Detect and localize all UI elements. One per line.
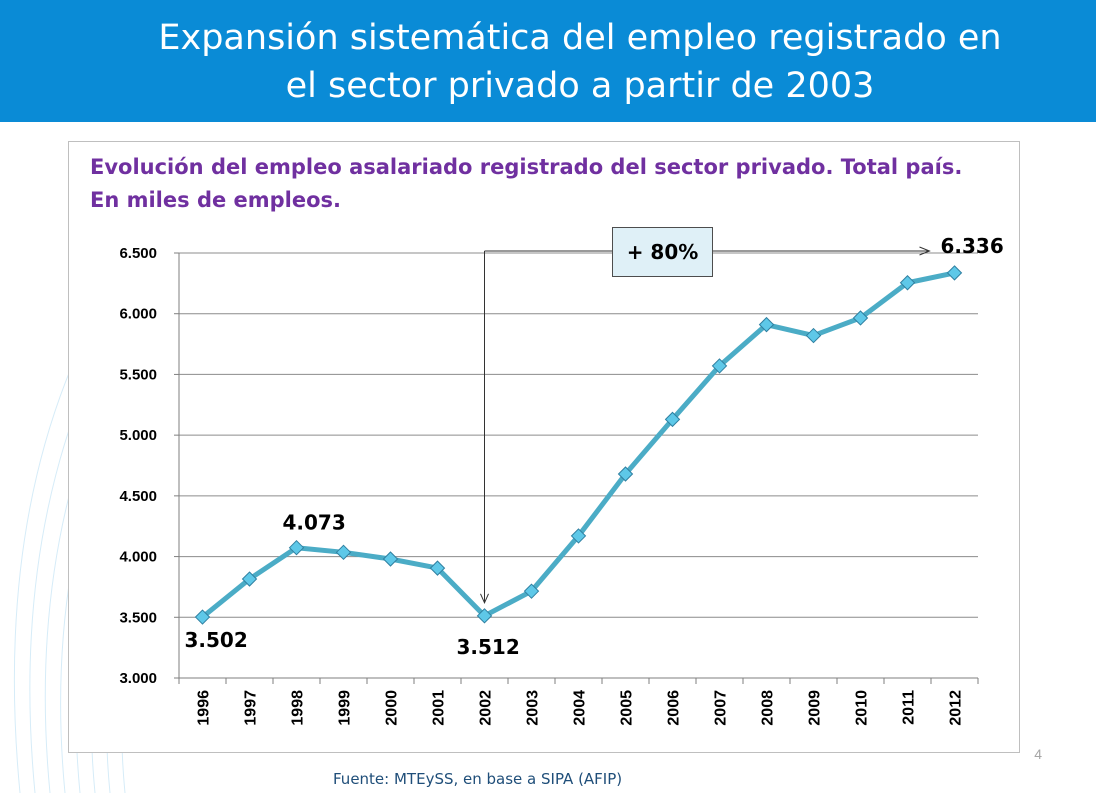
x-tick-label: 2010 [854,690,871,726]
x-tick-label: 2003 [525,690,542,726]
source-note: Fuente: MTEySS, en base a SIPA (AFIP) [333,770,623,788]
data-label: 3.512 [457,635,520,659]
x-tick-label: 1997 [243,690,260,726]
growth-annotation-box: + 80% [612,227,713,277]
data-point-marker [664,411,681,428]
y-tick-label: 4.000 [119,549,157,566]
data-point-marker [382,551,399,567]
x-tick-label: 2001 [431,690,448,726]
page-number: 4 [1034,746,1042,762]
x-tick-label: 2008 [760,690,777,726]
data-point-marker [194,609,211,625]
chart-frame [68,141,1020,753]
y-tick-label: 4.500 [119,488,157,505]
data-point-marker [805,327,822,344]
data-label: 4.073 [283,511,346,535]
data-point-marker [335,544,352,561]
data-point-marker [523,583,540,599]
data-point-marker [617,466,634,482]
title-banner [0,0,1096,122]
x-tick-label: 2004 [572,690,589,726]
x-tick-label: 2000 [384,690,401,726]
y-tick-label: 5.000 [119,427,157,444]
x-tick-label: 2012 [948,690,965,726]
x-tick-label: 2007 [713,690,730,726]
data-label: 6.336 [941,234,1004,258]
data-point-marker [429,560,446,576]
x-tick-label: 2005 [619,690,636,726]
x-tick-label: 1998 [290,690,307,726]
y-tick-label: 3.500 [119,609,157,626]
annotation-arrowhead [919,246,931,256]
chart-title: Evolución del empleo asalariado registra… [90,155,963,212]
data-point-marker [711,358,728,374]
data-point-marker [946,265,963,281]
data-point-marker [288,540,305,556]
x-tick-label: 2002 [478,690,495,726]
annotation-arrowhead [480,593,489,605]
slide-title: Expansión sistemática del empleo registr… [158,18,1002,106]
y-tick-label: 6.000 [119,306,157,323]
data-point-marker [899,275,916,291]
x-tick-label: 2009 [807,690,824,726]
x-tick-label: 2011 [901,690,918,725]
x-tick-label: 1999 [337,690,354,726]
y-tick-label: 3.000 [119,670,157,687]
x-tick-label: 2006 [666,690,683,726]
data-point-marker [241,571,258,587]
data-label: 3.502 [185,628,248,652]
x-tick-label: 1996 [196,690,213,726]
data-point-marker [758,316,775,333]
data-point-marker [852,310,869,326]
y-tick-label: 5.500 [119,366,157,383]
series-line [200,270,956,619]
data-point-marker [476,608,493,624]
y-tick-label: 6.500 [119,245,157,262]
data-point-marker [570,528,587,544]
